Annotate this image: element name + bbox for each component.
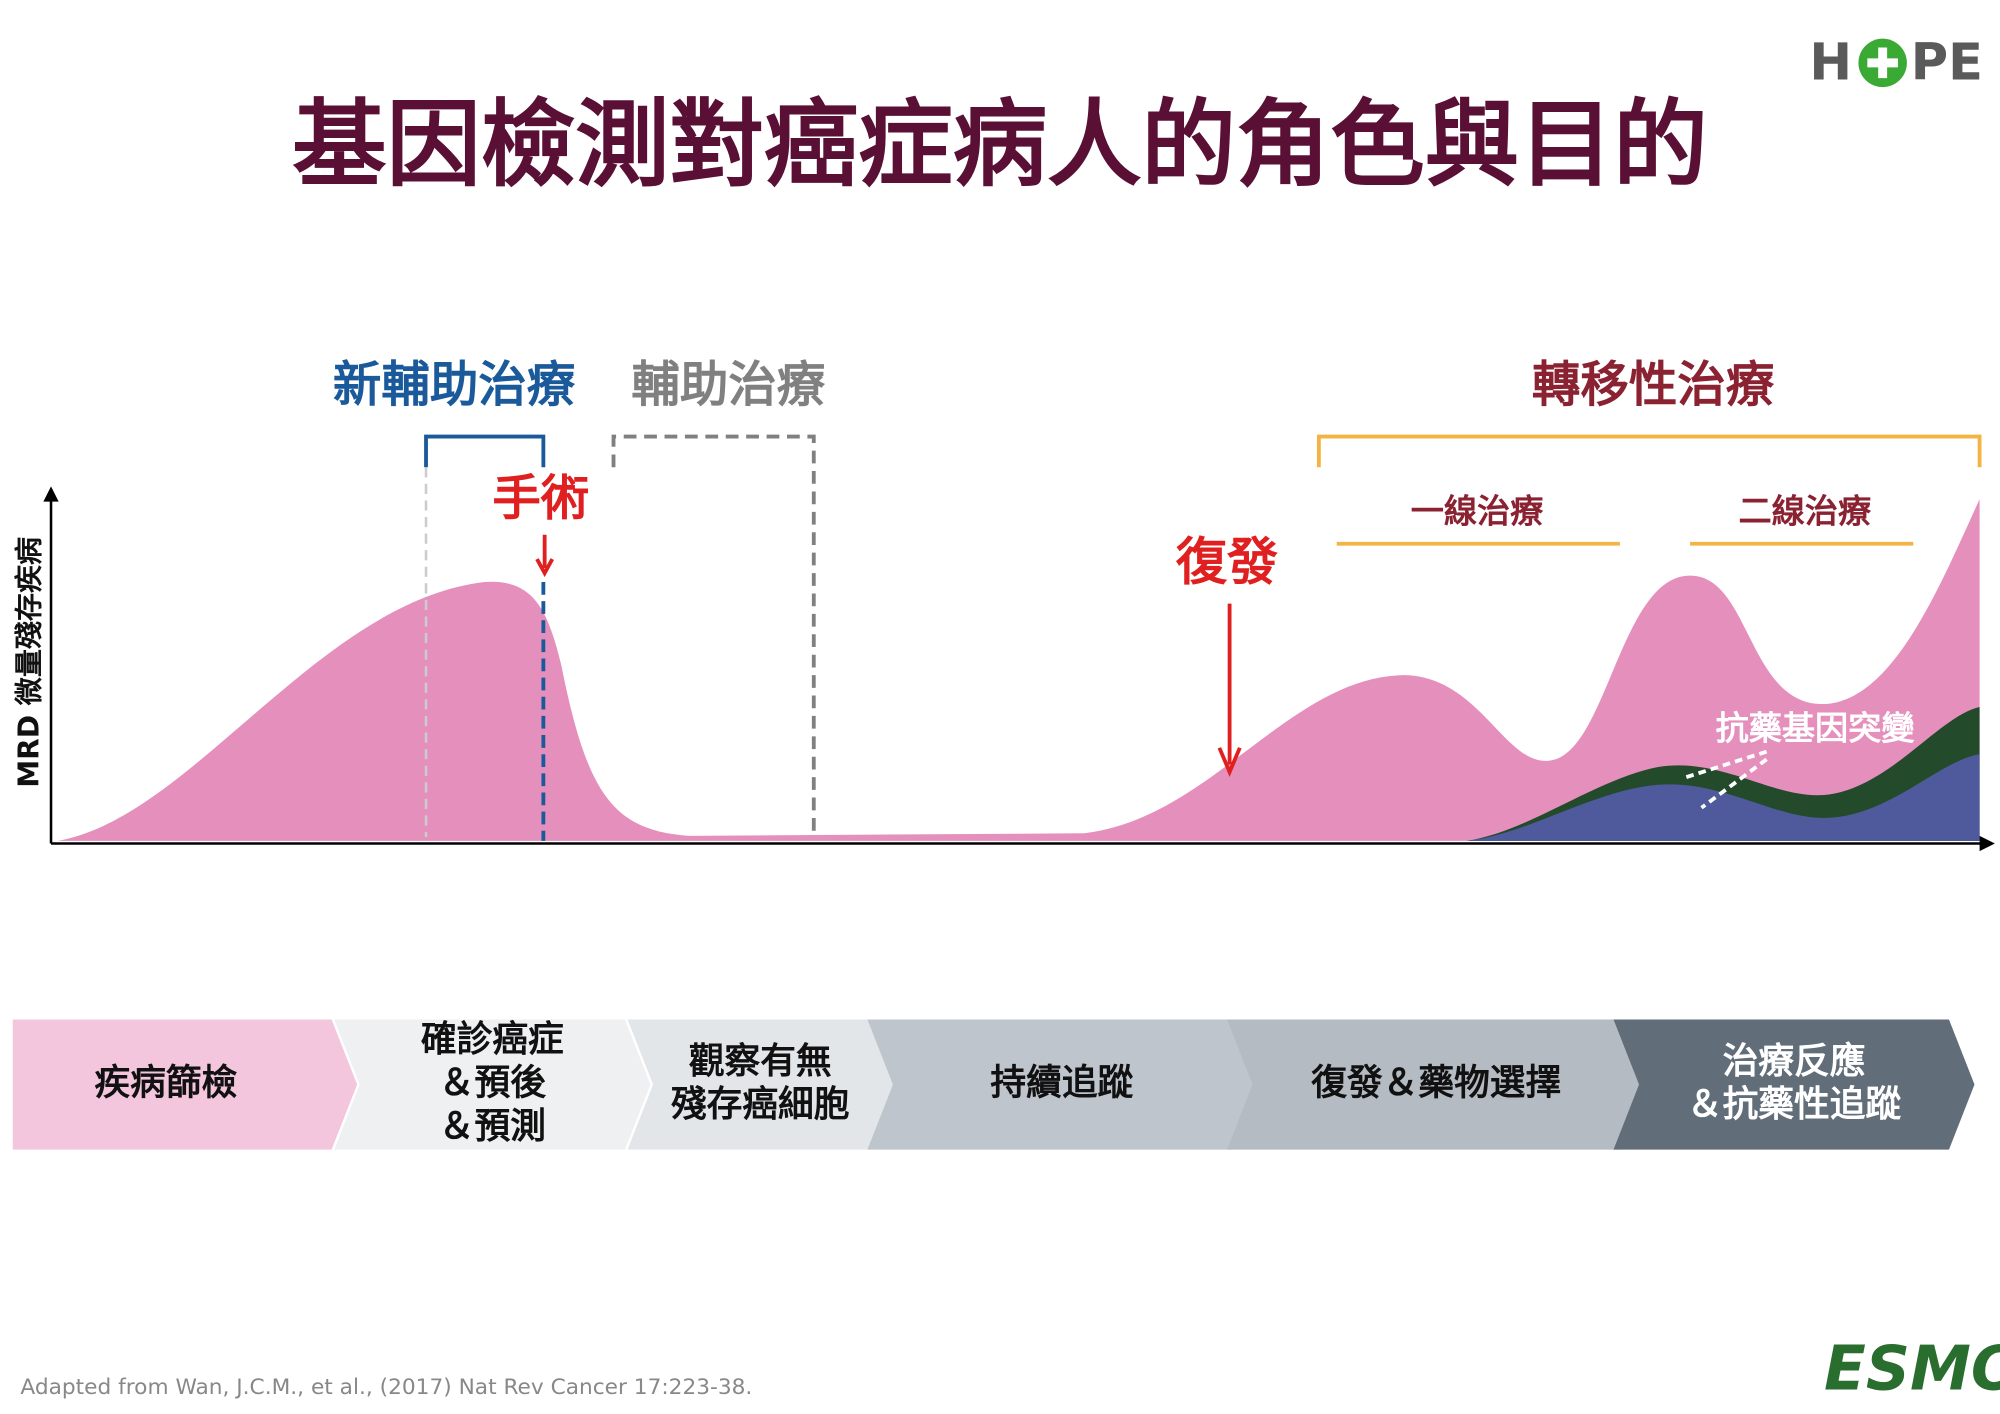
neoadjuvant-bracket: [424, 434, 546, 468]
stage-label: 復發＆藥物選擇: [1310, 1063, 1561, 1104]
stage-chevron: [1227, 1019, 1646, 1150]
y-axis-label: MRD 微量殘存疾病: [13, 537, 46, 788]
esmo-logo-text: ESMO: [1824, 1333, 2000, 1404]
metastatic-bracket: [1316, 434, 1982, 468]
stage-label: 疾病篩檢: [94, 1063, 237, 1104]
footnote: Adapted from Wan, J.C.M., et al., (2017)…: [20, 1375, 752, 1400]
stage-label: 觀察有無: [689, 1041, 832, 1082]
stage-chevron: [1613, 1019, 1975, 1150]
stage-chevron: [627, 1019, 893, 1150]
resistance-label: 抗藥基因突變: [1716, 708, 1916, 747]
stage-chevron: [334, 1019, 651, 1150]
y-axis-arrow: [43, 486, 59, 502]
stage-label: ＆抗藥性追蹤: [1687, 1084, 1902, 1125]
adjuvant-label: 輔助治療: [631, 357, 825, 413]
x-axis-arrow: [1979, 835, 1995, 852]
esmo-logo: ESMO: [1824, 1333, 2000, 1404]
stage-chevron: [12, 1019, 358, 1150]
second-line-label: 二線治療: [1739, 492, 1872, 531]
first-line-label: 一線治療: [1411, 492, 1544, 531]
stage-label: 持續追蹤: [990, 1063, 1133, 1104]
relapse-arrow: [1217, 603, 1242, 777]
hope-logo: H PE: [1809, 33, 1983, 92]
stage-label: 確診癌症: [421, 1019, 564, 1060]
adjuvant-bracket: [611, 434, 816, 838]
logo-right: PE: [1911, 33, 1983, 92]
stage-label: ＆預測: [439, 1106, 546, 1147]
stage-label: ＆預後: [439, 1063, 546, 1104]
surgery-arrow: [535, 534, 554, 578]
stage-chevron: [867, 1019, 1257, 1150]
relapse-label: 復發: [1175, 533, 1278, 592]
stage-label: 治療反應: [1723, 1041, 1866, 1082]
surgery-label: 手術: [492, 471, 589, 527]
metastatic-label: 轉移性治療: [1532, 357, 1775, 413]
resistance-arrows: [1685, 749, 1768, 810]
neoadjuvant-label: 新輔助治療: [333, 357, 576, 413]
logo-left: H: [1809, 33, 1852, 92]
title: 基因檢測對癌症病人的角色與目的: [292, 90, 1708, 200]
logo-cross: [1867, 47, 1898, 79]
mrd-curve: [57, 499, 1980, 841]
resistant-clone-layer: [1466, 754, 1980, 841]
stage-label: 殘存癌細胞: [671, 1084, 850, 1125]
